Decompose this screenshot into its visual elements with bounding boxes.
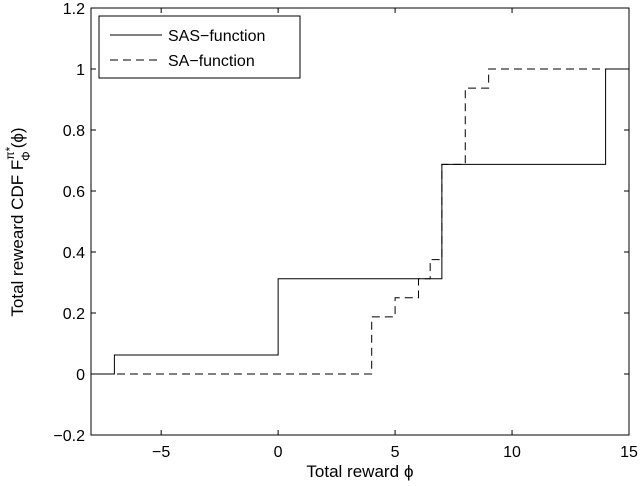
y-tick-label: −0.2: [53, 428, 85, 445]
y-axis-title-argument: (ϕ): [8, 127, 27, 148]
y-tick-label: 0.2: [63, 306, 85, 323]
plot-area: [90, 7, 630, 436]
y-tick-label: 0.6: [63, 184, 85, 201]
y-tick-label: 1.2: [63, 1, 85, 18]
x-tick-label: 5: [391, 444, 400, 461]
y-axis-title-text: Total reweard CDF F: [8, 160, 27, 317]
x-axis-title-symbol: ϕ: [404, 462, 414, 481]
y-tick-label: 0: [76, 367, 85, 384]
y-tick-label: 1: [76, 62, 85, 79]
series-sa-function-line: [91, 68, 629, 375]
x-tick-label: 10: [503, 444, 521, 461]
legend-box: [98, 15, 301, 79]
series-sas-function-line: [91, 68, 629, 375]
legend-label-sa: SA−function: [168, 53, 255, 70]
legend-label-sas: SAS−function: [168, 28, 265, 45]
series-layer: [91, 68, 629, 375]
x-axis-title: Total reward ϕ: [306, 462, 413, 481]
x-tick-label: 0: [274, 444, 283, 461]
x-tick-label: −5: [152, 444, 170, 461]
y-axis-title-superscript: π*: [3, 146, 17, 159]
y-tick-label: 0.4: [63, 245, 85, 262]
legend: SAS−function SA−function: [98, 15, 301, 79]
y-axis-ticks: −0.2 0 0.2 0.4 0.6 0.8 1 1.2: [53, 1, 629, 445]
y-tick-label: 0.8: [63, 123, 85, 140]
x-axis-ticks: −5 0 5 10 15: [152, 8, 638, 461]
x-tick-label: 15: [620, 444, 638, 461]
x-axis-title-text: Total reward: [306, 462, 399, 481]
y-axis-title-subscript: Φ: [19, 151, 33, 161]
y-axis-title: Total reweard CDF Fπ* Φ (ϕ): [3, 127, 33, 316]
